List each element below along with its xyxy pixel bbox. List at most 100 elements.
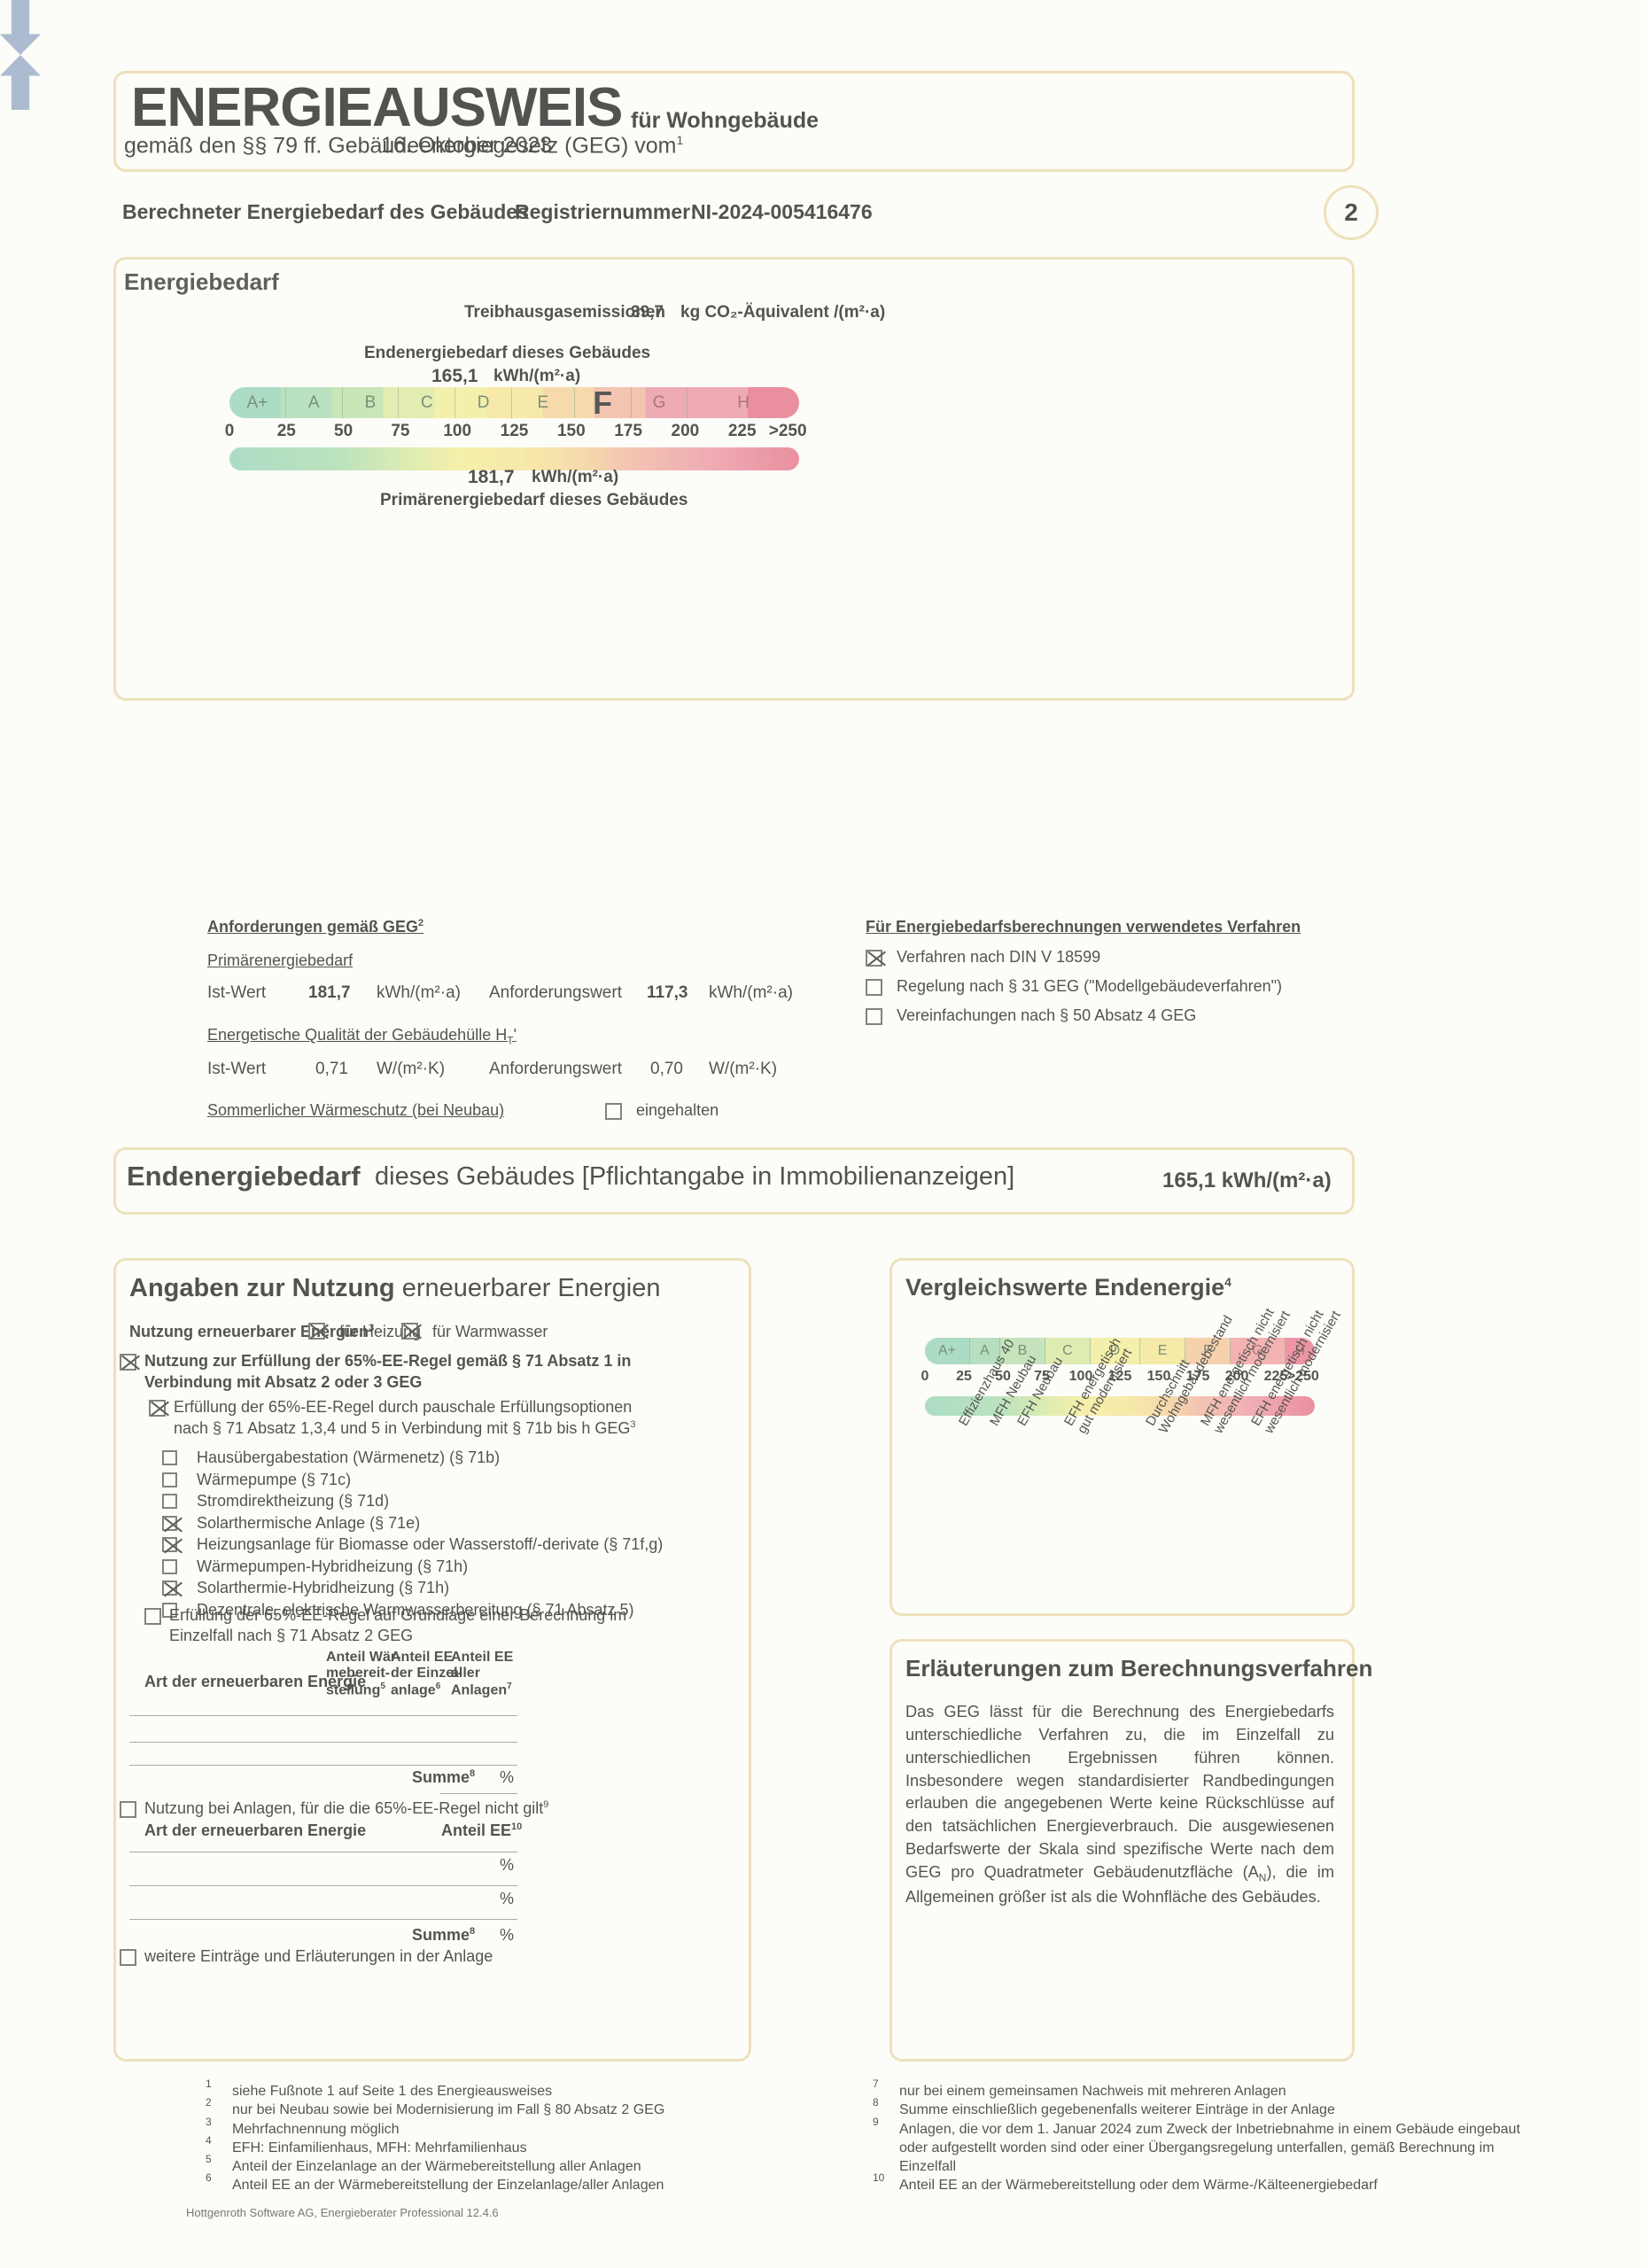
footnote-text: nur bei einem gemeinsamen Nachweis mit m…: [899, 2084, 1286, 2099]
renewable-usage-text: Nutzung erneuerbarer Energien: [129, 1323, 369, 1340]
procedure-label-vereinfachungen: Vereinfachungen nach § 50 Absatz 4 GEG: [897, 1006, 1197, 1024]
summer-heat-protection-checkbox[interactable]: [605, 1103, 622, 1120]
renewable-option-checkbox-7[interactable]: [162, 1602, 177, 1618]
renewable-table1-col2-header: Anteil EE der Einzel- anlage6: [391, 1650, 462, 1698]
renewable-hotwater-checkbox[interactable]: [401, 1323, 418, 1340]
renewable-option-checkbox-4[interactable]: [162, 1537, 177, 1552]
footnote-item: 3 Mehrfachnennung möglich: [206, 2116, 826, 2139]
energy-class-segment-Aplus: A+: [229, 387, 286, 418]
registration-number-value: NI-2024-005416476: [691, 200, 873, 223]
comparison-title-text: Vergleichswerte Endenergie: [905, 1274, 1225, 1301]
comparison-class-bar: A+ A B C D E F G H: [925, 1338, 1315, 1364]
sum2-footnote-ref: 8: [470, 1926, 476, 1937]
explanation-title: Erläuterungen zum Berechnungsverfahren: [905, 1655, 1373, 1682]
not65-footnote-ref: 9: [543, 1799, 549, 1810]
energy-scale-chart: A+ A B C D E F G H 0 25 50 75 100 125 150 175 200 225 >250: [225, 387, 807, 447]
final-energy-pointer-icon: [0, 0, 41, 55]
procedure-checkbox-modellgebaeude[interactable]: [866, 979, 882, 996]
renewable-65ee-pauschal-checkbox[interactable]: [149, 1400, 166, 1417]
renewable-extra-entries-checkbox[interactable]: [120, 1949, 136, 1966]
renewable-table1-sum-label: Summe8: [412, 1768, 475, 1787]
renewable-option-label-0: Hausübergabestation (Wärmenetz) (§ 71b): [197, 1449, 501, 1466]
comparison-scale-tick-8: 200: [1224, 1369, 1249, 1384]
primary-energy-pointer-icon: [0, 55, 41, 110]
col1-footnote-ref: 5: [380, 1681, 385, 1691]
renewable-table2-sum-label: Summe8: [412, 1926, 475, 1945]
footnote-item: 9 Anlagen, die vor dem 1. Januar 2024 zum…: [873, 2116, 1528, 2177]
col2-footnote-ref: 6: [435, 1681, 441, 1691]
energy-class-bar-secondary: [229, 447, 799, 470]
renewable-hotwater-label: für Warmwasser: [432, 1323, 548, 1340]
renewable-option-label-4: Heizungsanlage für Biomasse oder Wassers…: [197, 1535, 664, 1553]
comparison-scale-tick-3: 75: [1034, 1369, 1050, 1384]
energy-scale-tick-5: 125: [500, 422, 529, 440]
footnote-text: Anteil der Einzelanlage an der Wärmebere…: [232, 2159, 641, 2175]
sum2-text: Summe: [412, 1926, 470, 1944]
renewable-option-label-1: Wärmepumpe (§ 71c): [197, 1470, 352, 1488]
primary-ist-unit: kWh/(m²·a): [377, 983, 461, 1002]
renewable-65ee-main-line2: Verbindung mit Absatz 2 oder 3 GEG: [144, 1373, 423, 1391]
renewable-not65-checkbox[interactable]: [120, 1801, 136, 1818]
footnote-item: 8 Summe einschließlich gegebenenfalls wei…: [873, 2096, 1528, 2119]
renewable-option-label-6: Solarthermie-Hybridheizung (§ 71h): [197, 1579, 450, 1596]
footnote-item: 4 EFH: Einfamilienhaus, MFH: Mehrfamilien…: [206, 2134, 826, 2157]
renewable-table2-col0-header: Art der erneuerbaren Energie: [144, 1821, 367, 1839]
footnote-text: siehe Fußnote 1 auf Seite 1 des Energiea…: [232, 2084, 553, 2099]
not65-text: Nutzung bei Anlagen, für die die 65%-EE-…: [144, 1799, 544, 1817]
legal-basis-label: gemäß den §§ 79 ff. Gebäudeenergiegesetz…: [124, 133, 677, 159]
comparison-scale-tick-6: 150: [1146, 1369, 1171, 1384]
procedure-title: Für Energiebedarfsberechnungen verwendet…: [866, 918, 1301, 936]
footnote-item: 6 Anteil EE an der Wärmebereitstellung de…: [206, 2171, 826, 2194]
envelope-ist-value: 0,71: [315, 1060, 348, 1078]
footnote-number: 4: [206, 2133, 212, 2147]
footnote-item: 7 nur bei einem gemeinsamen Nachweis mit …: [873, 2078, 1528, 2101]
renewable-einzelfall-line2: Einzelfall nach § 71 Absatz 2 GEG: [169, 1627, 414, 1644]
footnote-item: 2 nur bei Neubau sowie bei Modernisierung…: [206, 2096, 826, 2119]
renewable-option-checkbox-5[interactable]: [162, 1558, 177, 1574]
footnote-text: Anteil EE an der Wärmebereitstellung ode…: [899, 2178, 1378, 2194]
requirements-title: Anforderungen gemäß GEG2: [207, 918, 423, 936]
comparison-title-footnote-ref: 4: [1224, 1275, 1231, 1289]
comparison-scale-tick-1: 25: [956, 1369, 972, 1384]
renewable-65ee-main-checkbox[interactable]: [120, 1354, 136, 1371]
renewable-table2-ee-header: Anteil EE10: [441, 1821, 522, 1840]
ee-footnote-ref: 10: [511, 1821, 523, 1832]
renewable-option-checkbox-3[interactable]: [162, 1515, 177, 1531]
final-energy-value: 165,1: [431, 366, 478, 386]
procedure-checkbox-din18599[interactable]: [866, 950, 882, 967]
energy-class-segment-B: B: [343, 387, 400, 418]
energy-scale-tick-4: 100: [443, 422, 472, 440]
renewable-option-checkbox-1[interactable]: [162, 1472, 177, 1487]
energy-class-segment-G: G: [632, 387, 688, 418]
comparison-scale-tick-4: 100: [1068, 1369, 1093, 1384]
comparison-scale-tick-2: 50: [995, 1369, 1011, 1384]
energy-class-segment-A: A: [286, 387, 343, 418]
page-number-badge: 2: [1324, 185, 1379, 240]
energy-scale-tick-1: 25: [276, 422, 296, 440]
renewable-65ee-pauschal-line2-text: nach § 71 Absatz 1,3,4 und 5 in Verbindu…: [174, 1419, 631, 1437]
renewable-title: Angaben zur Nutzung erneuerbarer Energie…: [129, 1274, 661, 1303]
renewable-option-checkbox-6[interactable]: [162, 1581, 177, 1596]
footnote-number: 7: [873, 2078, 879, 2090]
procedure-checkbox-vereinfachungen[interactable]: [866, 1008, 882, 1025]
procedure-label-modellgebaeude: Regelung nach § 31 GEG ("Modellgebäudeve…: [897, 977, 1283, 995]
page-title: ENERGIEAUSWEIS: [131, 77, 623, 138]
renewable-65ee-main-line1: Nutzung zur Erfüllung der 65%-EE-Regel g…: [144, 1352, 632, 1370]
renewable-option-checkbox-2[interactable]: [162, 1494, 177, 1509]
legal-basis-text: gemäß den §§ 79 ff. Gebäudeenergiegesetz…: [124, 133, 683, 159]
table1-row-rule: [129, 1765, 517, 1766]
renewable-heating-checkbox[interactable]: [308, 1323, 325, 1340]
footnote-item: 10 Anteil EE an der Wärmebereitstellung o…: [873, 2171, 1528, 2194]
final-energy-unit: kWh/(m²·a): [493, 367, 581, 385]
col2-text: Anteil EE der Einzel- anlage: [391, 1650, 462, 1698]
renewable-option-label-5: Wärmepumpen-Hybridheizung (§ 71h): [197, 1557, 469, 1575]
final-energy-label: Endenergiebedarf dieses Gebäudes: [364, 344, 651, 362]
header-frame: [113, 71, 1355, 172]
renewable-option-checkbox-0[interactable]: [162, 1450, 177, 1465]
renewable-extra-entries-label: weitere Einträge und Erläuterungen in de…: [144, 1947, 493, 1965]
renewable-einzelfall-checkbox[interactable]: [144, 1608, 161, 1625]
renewable-energy-frame: [113, 1258, 751, 2062]
renewable-65ee-pauschal-line1: Erfüllung der 65%-EE-Regel durch pauscha…: [174, 1398, 633, 1416]
footnote-text: Mehrfachnennung möglich: [232, 2121, 400, 2137]
summer-heat-protection-check-label: eingehalten: [636, 1101, 719, 1119]
